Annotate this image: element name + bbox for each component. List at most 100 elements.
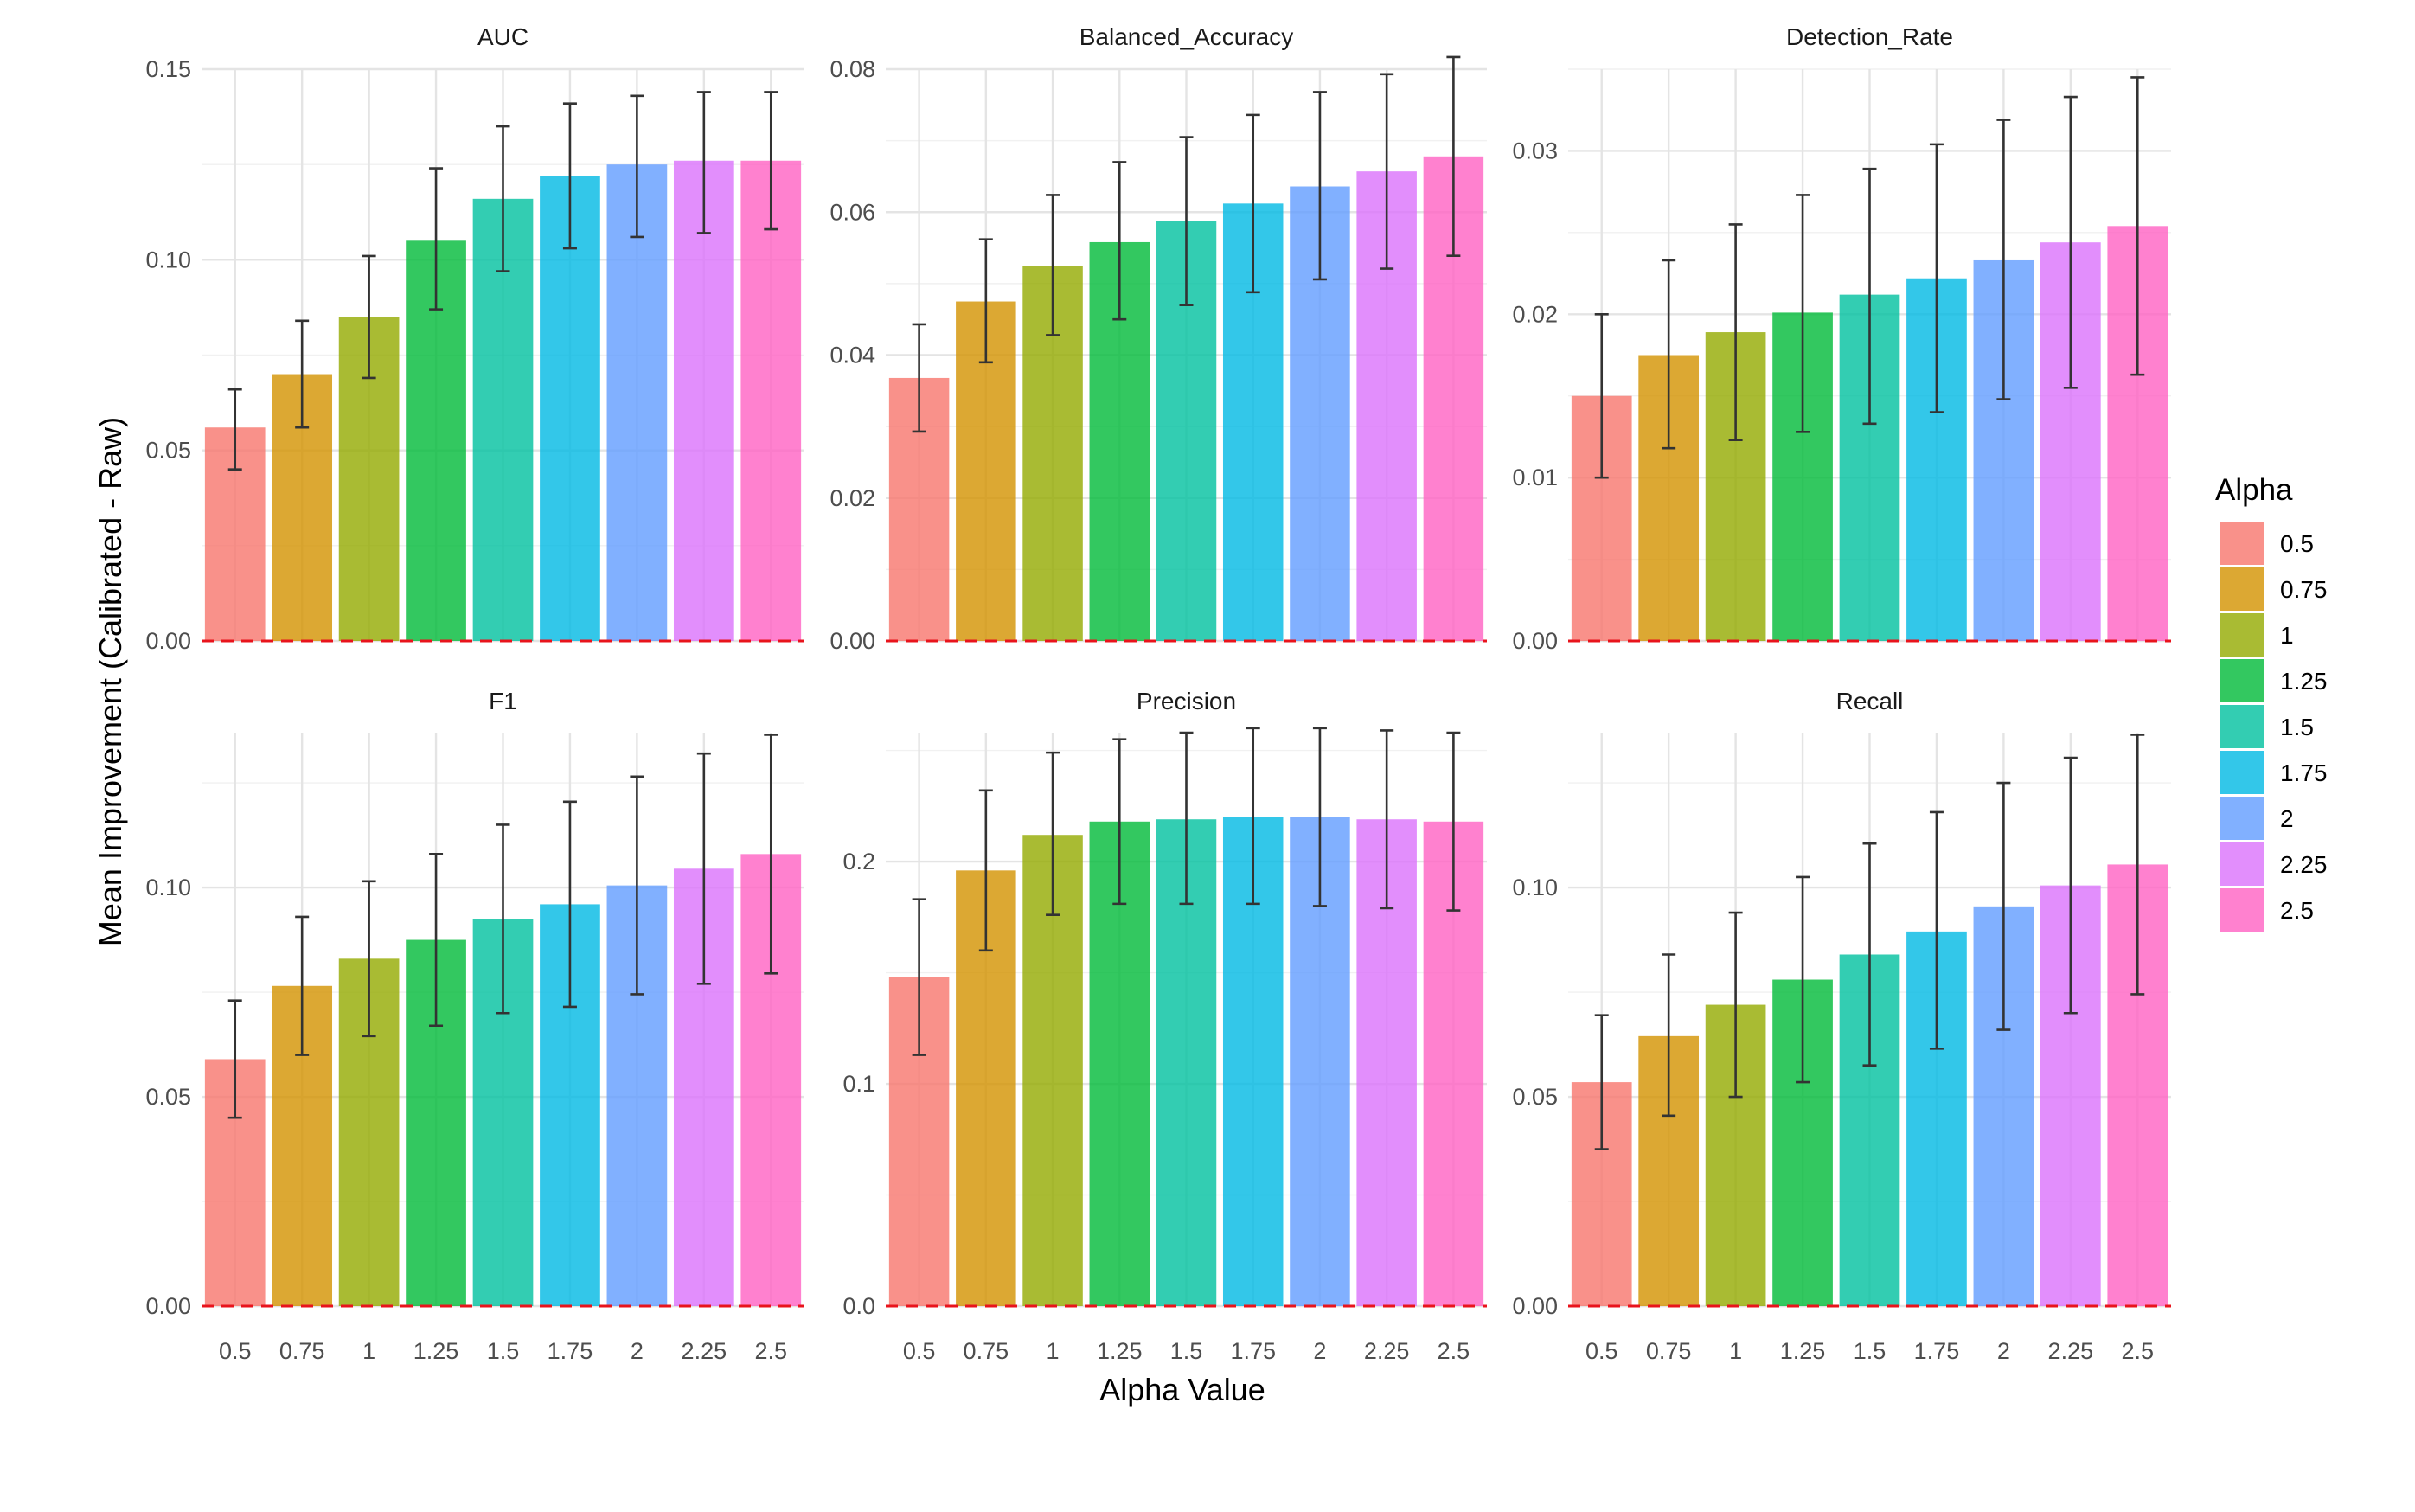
facet-title: Balanced_Accuracy (1079, 23, 1293, 50)
error-bar-alpha-2.25 (696, 91, 711, 234)
x-tick-label: 2.5 (1438, 1338, 1470, 1364)
facet-title: AUC (477, 23, 528, 50)
error-bar-alpha-1.25 (429, 853, 444, 1028)
error-bar-alpha-0.5 (227, 999, 242, 1119)
legend-label: 1.5 (2280, 714, 2314, 740)
error-bar-alpha-2.25 (2063, 95, 2078, 389)
bar-alpha-2.5 (740, 160, 802, 641)
x-tick-label: 2.25 (1364, 1338, 1410, 1364)
error-bar-alpha-0.5 (912, 323, 926, 433)
y-tick-label: 0.05 (145, 1084, 191, 1110)
error-bar-alpha-0.75 (978, 238, 993, 364)
x-tick-label: 2.25 (2048, 1338, 2094, 1364)
facet-auc: 0.00 0.05 0.10 0.15 AUC (145, 23, 804, 654)
error-bar-alpha-2.5 (1446, 55, 1461, 257)
y-tick-label: 0.00 (830, 628, 875, 654)
legend-key-1.5 (2220, 705, 2264, 748)
legend-key-0.75 (2220, 567, 2264, 611)
facet-panels: 0.000.050.100.15AUC0.000.020.040.060.08B… (145, 23, 2171, 1364)
y-axis-title: Mean Improvement (Calibrated - Raw) (93, 417, 128, 946)
x-tick-label: 0.75 (279, 1338, 325, 1364)
y-tick-label: 0.0 (842, 1293, 875, 1319)
y-tick-label: 0.00 (145, 628, 191, 654)
error-bar-alpha-2.25 (2063, 756, 2078, 1015)
error-bar-alpha-1 (1728, 223, 1743, 442)
error-bar-alpha-2.5 (1446, 731, 1461, 912)
bar-alpha-1.75 (540, 176, 600, 642)
legend-key-1.25 (2220, 659, 2264, 702)
error-bar-alpha-2.25 (1380, 729, 1394, 910)
bar-alpha-1.5 (472, 198, 534, 641)
x-tick-label: 1 (1729, 1338, 1742, 1364)
y-tick-label: 0.05 (145, 438, 191, 464)
x-tick-label: 1.75 (1914, 1338, 1960, 1364)
x-tick-label: 1 (362, 1338, 375, 1364)
y-tick-label: 0.2 (842, 849, 875, 875)
error-bar-alpha-0.75 (295, 915, 310, 1056)
error-bar-alpha-2.25 (1380, 73, 1394, 270)
x-tick-label: 1.25 (413, 1338, 459, 1364)
x-tick-label: 0.5 (903, 1338, 936, 1364)
error-bar-alpha-2 (630, 775, 644, 996)
error-bar-alpha-1.75 (1246, 727, 1260, 906)
x-axis-title: Alpha Value (1099, 1372, 1265, 1407)
legend-key-0.5 (2220, 522, 2264, 565)
y-tick-label: 0.10 (145, 247, 191, 272)
error-bar-alpha-2.5 (2130, 76, 2145, 376)
error-bar-alpha-1 (362, 254, 376, 380)
legend-label: 2 (2280, 805, 2294, 832)
y-tick-label: 0.02 (1512, 301, 1558, 327)
x-tick-label: 1.75 (1230, 1338, 1276, 1364)
x-tick-label: 0.75 (964, 1338, 1009, 1364)
y-tick-label: 0.01 (1512, 464, 1558, 490)
y-tick-label: 0.05 (1512, 1084, 1558, 1110)
error-bar-alpha-2 (1312, 727, 1327, 907)
error-bar-alpha-0.75 (295, 319, 310, 429)
error-bar-alpha-2 (630, 94, 644, 239)
error-bar-alpha-2.5 (764, 734, 778, 975)
x-tick-label: 1.5 (1854, 1338, 1887, 1364)
legend-key-2 (2220, 797, 2264, 840)
error-bar-alpha-1 (1728, 911, 1743, 1099)
error-bar-alpha-1.5 (496, 823, 510, 1015)
y-tick-label: 0.06 (830, 199, 875, 225)
legend-label: 2.25 (2280, 851, 2328, 878)
facet-precision: 0.0 0.1 0.2 Precision 0.5 0.75 1 1.25 1.5 1.75 2 2.… (842, 688, 1487, 1364)
error-bar-alpha-1.5 (1179, 731, 1194, 906)
legend: Alpha 0.5 0.75 1 1.25 1.5 1.75 2 2.25 2.5 (2215, 473, 2328, 932)
error-bar-alpha-1.75 (562, 800, 577, 1009)
y-tick-label: 0.00 (1512, 628, 1558, 654)
error-bar-alpha-2 (1312, 91, 1327, 281)
error-bar-alpha-0.5 (1594, 312, 1609, 479)
legend-label: 1.75 (2280, 759, 2328, 786)
x-tick-label: 2 (631, 1338, 644, 1364)
error-bar-alpha-0.75 (1662, 259, 1676, 450)
facet-detection-rate: 0.00 0.01 0.02 0.03 Detection_Rate (1512, 23, 2171, 654)
legend-label: 0.5 (2280, 530, 2314, 557)
legend-key-2.25 (2220, 842, 2264, 886)
legend-key-2.5 (2220, 888, 2264, 932)
legend-label: 1.25 (2280, 668, 2328, 695)
error-bar-alpha-1.25 (1796, 194, 1810, 433)
x-tick-label: 2.5 (755, 1338, 788, 1364)
error-bar-alpha-1.25 (1112, 161, 1127, 321)
x-tick-label: 0.5 (1585, 1338, 1618, 1364)
x-tick-label: 1 (1047, 1338, 1060, 1364)
facet-balanced-accuracy: 0.00 0.02 0.04 0.06 0.08 Balanced_Accuracy (830, 23, 1487, 654)
x-tick-label: 1.25 (1097, 1338, 1143, 1364)
legend-key-1 (2220, 613, 2264, 657)
error-bar-alpha-1.25 (429, 167, 444, 311)
error-bar-alpha-1.75 (562, 102, 577, 250)
error-bar-alpha-1.25 (1112, 738, 1127, 906)
error-bar-alpha-1.75 (1246, 113, 1260, 294)
y-tick-label: 0.1 (842, 1071, 875, 1097)
error-bar-alpha-1 (1046, 751, 1060, 917)
error-bar-alpha-1.5 (1862, 167, 1877, 426)
x-tick-label: 2.5 (2122, 1338, 2155, 1364)
x-tick-label: 0.5 (219, 1338, 252, 1364)
x-tick-label: 2.25 (682, 1338, 727, 1364)
error-bar-alpha-1 (1046, 194, 1060, 336)
bar-alpha-2 (606, 164, 668, 641)
error-bar-alpha-2.5 (764, 91, 778, 231)
